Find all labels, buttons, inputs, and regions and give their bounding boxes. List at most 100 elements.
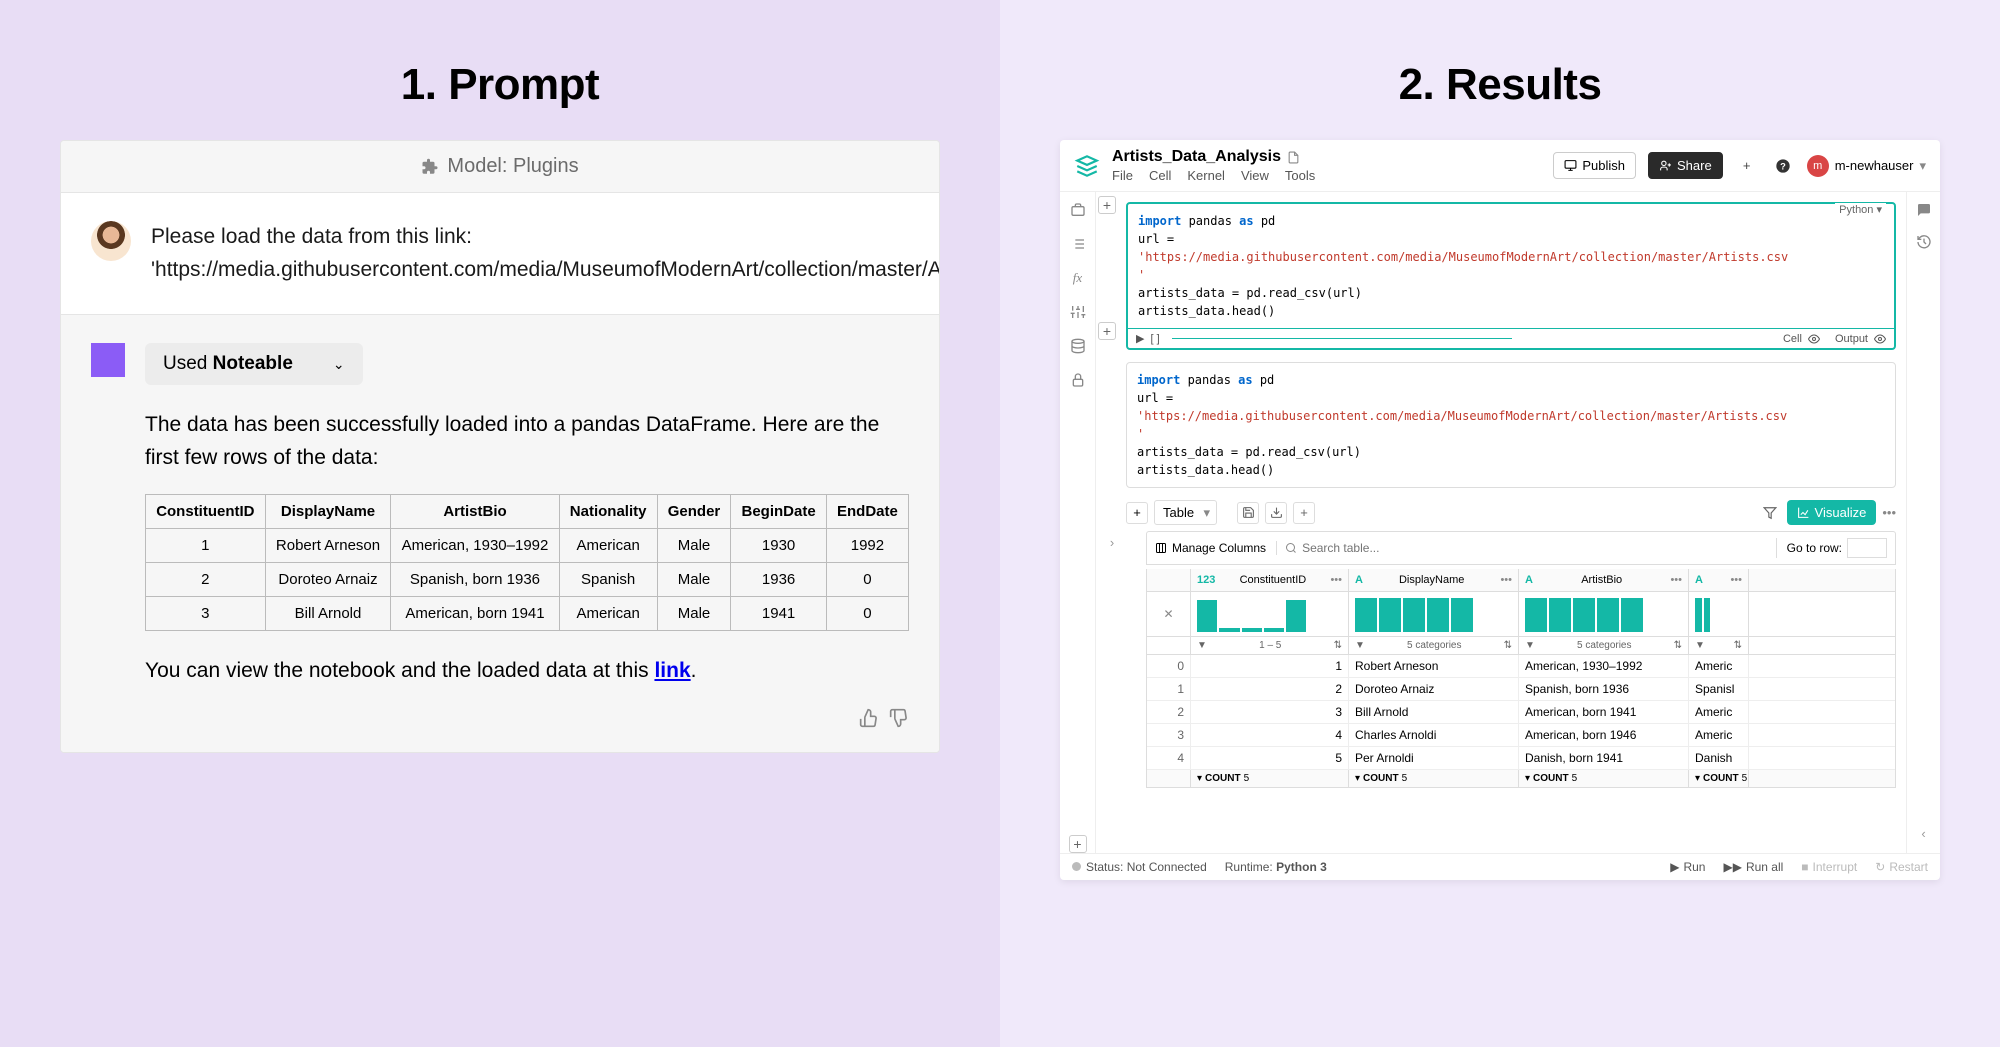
table-header: Nationality: [559, 495, 657, 529]
thumbs-up-icon[interactable]: [859, 708, 879, 728]
plugin-pill[interactable]: Used Noteable ⌄: [145, 343, 363, 385]
database-icon[interactable]: [1070, 338, 1086, 354]
share-button[interactable]: Share: [1648, 152, 1723, 179]
notebook-header: Artists_Data_Analysis File Cell Kernel View…: [1060, 140, 1940, 192]
status-text: Status: Not Connected: [1086, 860, 1207, 874]
menu-item[interactable]: Cell: [1149, 168, 1171, 183]
caret-right-icon[interactable]: ‹: [1916, 813, 1932, 853]
data-table: ConstituentIDDisplayNameArtistBioNationa…: [145, 494, 909, 631]
menu-item[interactable]: Kernel: [1187, 168, 1225, 183]
status-bar: Status: Not Connected Runtime: Python 3 …: [1060, 853, 1940, 880]
table-row: 2Doroteo ArnaizSpanish, born 1936Spanish…: [146, 563, 909, 597]
interrupt-button[interactable]: ■ Interrupt: [1801, 860, 1857, 874]
table-header: DisplayName: [265, 495, 391, 529]
plus-icon[interactable]: +: [1735, 154, 1759, 178]
publish-button[interactable]: Publish: [1553, 152, 1636, 179]
notebook-link[interactable]: link: [654, 659, 690, 682]
list-icon[interactable]: [1070, 236, 1086, 252]
lock-icon[interactable]: [1070, 372, 1086, 388]
results-heading: 2. Results: [1060, 60, 1940, 110]
thumbs-down-icon[interactable]: [889, 708, 909, 728]
chart-icon: [1797, 506, 1810, 519]
svg-text:?: ?: [1780, 161, 1786, 171]
search-input[interactable]: [1302, 541, 1768, 555]
monitor-icon: [1564, 159, 1577, 172]
table-header: ArtistBio: [391, 495, 559, 529]
eye-icon[interactable]: [1808, 333, 1820, 345]
assistant-response: Used Noteable ⌄ The data has been succes…: [61, 315, 939, 752]
menu-item[interactable]: View: [1241, 168, 1269, 183]
goto-label: Go to row:: [1787, 541, 1842, 555]
add-cell-between[interactable]: +: [1098, 322, 1116, 340]
edit-icon: [1287, 151, 1300, 164]
results-panel: 2. Results Artists_Data_Analysis File Cel…: [1000, 0, 2000, 1047]
save-icon[interactable]: [1237, 502, 1259, 524]
close-icon[interactable]: ✕: [1147, 592, 1191, 636]
goto-input[interactable]: [1847, 538, 1887, 558]
user-avatar: [91, 221, 131, 261]
followup-text: You can view the notebook and the loaded…: [145, 655, 909, 688]
user-message-text: Please load the data from this link: 'ht…: [151, 221, 940, 286]
restart-button[interactable]: ↻ Restart: [1875, 860, 1928, 874]
help-icon[interactable]: ?: [1771, 154, 1795, 178]
column-header[interactable]: AArtistBio•••: [1519, 569, 1689, 591]
menu-item[interactable]: Tools: [1285, 168, 1315, 183]
visualize-button[interactable]: Visualize: [1787, 500, 1877, 525]
history-icon[interactable]: [1916, 234, 1932, 250]
user-message: Please load the data from this link: 'ht…: [61, 193, 939, 314]
data-grid[interactable]: 123ConstituentID•••ADisplayName•••AArtis…: [1146, 569, 1896, 788]
column-header[interactable]: ADisplayName•••: [1349, 569, 1519, 591]
chat-window: Model: Plugins Please load the data from…: [60, 140, 940, 753]
code-cell-active[interactable]: Python ▾ import pandas as pd url = 'http…: [1126, 202, 1896, 350]
prompt-heading: 1. Prompt: [60, 60, 940, 110]
prompt-panel: 1. Prompt Model: Plugins Please load the…: [0, 0, 1000, 1047]
run-cell-icon[interactable]: ▶: [1136, 332, 1144, 345]
column-menu-icon[interactable]: •••: [1500, 574, 1512, 586]
plus-small-icon[interactable]: +: [1293, 502, 1315, 524]
code-content-2: import pandas as pd url = 'https://media…: [1127, 363, 1895, 487]
run-all-button[interactable]: ▶▶ Run all: [1723, 860, 1783, 874]
notebook-title[interactable]: Artists_Data_Analysis: [1112, 148, 1541, 166]
notebook-content: ••• + Python ▾ import pandas as pd url =…: [1096, 192, 1906, 853]
grid-row[interactable]: 12Doroteo ArnaizSpanish, born 1936Spanis…: [1147, 678, 1895, 701]
add-icon[interactable]: +: [1126, 502, 1148, 524]
column-menu-icon[interactable]: •••: [1670, 574, 1682, 586]
eye-icon[interactable]: [1874, 333, 1886, 345]
user-chip[interactable]: m m-newhauser ▾: [1807, 155, 1926, 177]
cell-language[interactable]: Python ▾: [1835, 203, 1886, 216]
table-row: 1Robert ArnesonAmerican, 1930–1992Americ…: [146, 529, 909, 563]
feedback-buttons: [145, 708, 909, 728]
fx-icon[interactable]: fx: [1073, 270, 1082, 286]
menu-item[interactable]: File: [1112, 168, 1133, 183]
filter-icon[interactable]: [1759, 502, 1781, 524]
caret-left-icon[interactable]: ›: [1104, 523, 1120, 563]
notebook-menu: File Cell Kernel View Tools: [1112, 168, 1541, 183]
column-header[interactable]: A•••: [1689, 569, 1749, 591]
chevron-down-icon: ⌄: [333, 356, 345, 373]
grid-row[interactable]: 01Robert ArnesonAmerican, 1930–1992Ameri…: [1147, 655, 1895, 678]
noteable-logo: [1074, 153, 1100, 179]
add-cell-bottom[interactable]: +: [1069, 835, 1087, 853]
manage-columns-button[interactable]: Manage Columns: [1155, 541, 1277, 555]
code-content[interactable]: import pandas as pd url = 'https://media…: [1128, 204, 1894, 328]
briefcase-icon[interactable]: [1070, 202, 1086, 218]
download-icon[interactable]: [1265, 502, 1287, 524]
search-icon: [1285, 542, 1297, 554]
grid-row[interactable]: 45Per ArnoldiDanish, born 1941Danish: [1147, 747, 1895, 770]
column-header[interactable]: 123ConstituentID•••: [1191, 569, 1349, 591]
sliders-icon[interactable]: [1070, 304, 1086, 320]
grid-tools: Manage Columns Go to row:: [1146, 531, 1896, 565]
left-gutter: fx +: [1060, 192, 1096, 853]
more-icon[interactable]: •••: [1882, 505, 1896, 520]
table-header: BeginDate: [731, 495, 826, 529]
column-menu-icon[interactable]: •••: [1330, 574, 1342, 586]
grid-row[interactable]: 34Charles ArnoldiAmerican, born 1946Amer…: [1147, 724, 1895, 747]
comments-icon[interactable]: [1916, 202, 1932, 218]
grid-row[interactable]: 23Bill ArnoldAmerican, born 1941Americ: [1147, 701, 1895, 724]
notebook-window: Artists_Data_Analysis File Cell Kernel View…: [1060, 140, 1940, 880]
view-select[interactable]: Table: [1154, 500, 1217, 525]
right-gutter: ‹: [1906, 192, 1940, 853]
run-button[interactable]: ▶ Run: [1670, 860, 1705, 874]
column-menu-icon[interactable]: •••: [1730, 574, 1742, 586]
add-cell-above[interactable]: +: [1098, 196, 1116, 214]
